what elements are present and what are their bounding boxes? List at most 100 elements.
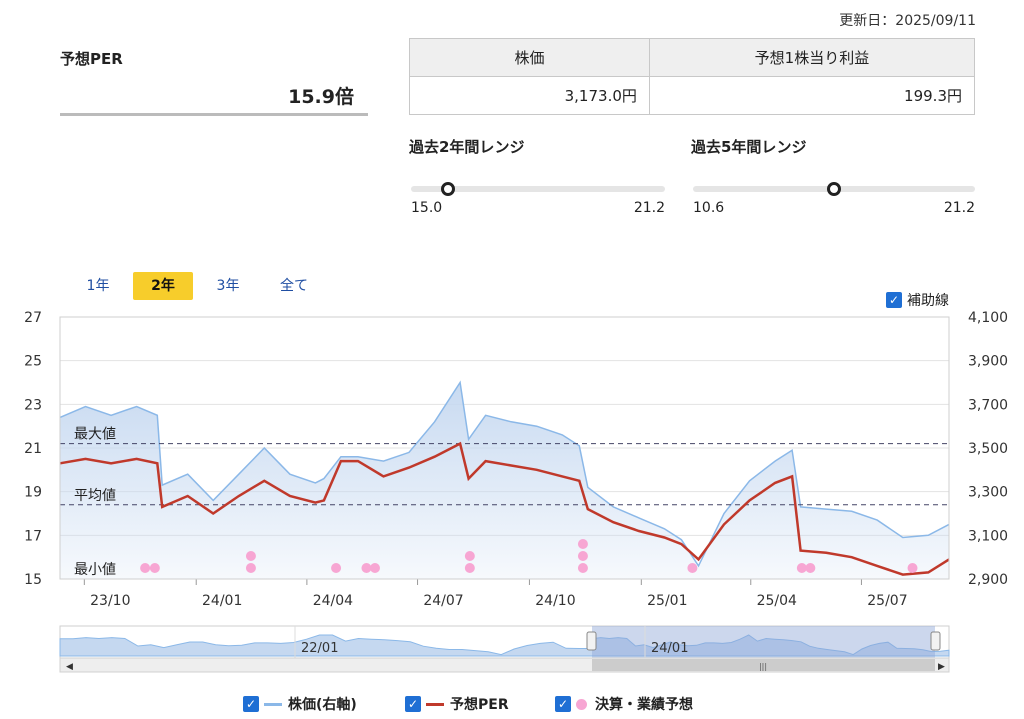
aux-line-label: 補助線 (907, 293, 949, 309)
event-marker (331, 563, 342, 573)
y-tick-right: 3,700 (968, 397, 1008, 413)
event-marker (577, 551, 588, 561)
reference-label: 平均値 (74, 488, 116, 504)
legend-per-label: 予想PER (450, 697, 509, 713)
per-chart: 27 25 23 21 19 17 15 4,100 3,900 3,700 3,500 3,300… (24, 310, 1008, 673)
event-marker (245, 563, 256, 573)
event-marker (577, 539, 588, 549)
price-line (59, 380, 950, 568)
reference-label: 最大値 (74, 427, 116, 443)
x-tick-label: 24/07 (423, 593, 463, 609)
x-tick-label: 24/01 (202, 593, 242, 609)
tab-all[interactable]: 全て (280, 278, 308, 294)
y-tick-left: 27 (24, 310, 42, 326)
legend-price-label: 株価(右軸) (288, 697, 357, 713)
price-header: 株価 (409, 38, 650, 77)
per-value: 15.9倍 (288, 86, 354, 108)
range-track (411, 186, 665, 192)
range-max: 21.2 (633, 200, 665, 216)
y-tick-right: 3,500 (968, 441, 1008, 457)
per-summary: 予想PER 15.9倍 (60, 44, 368, 116)
reference-label: 最小値 (74, 562, 116, 578)
scroll-left-icon[interactable]: ◀ (66, 662, 73, 672)
event-marker (796, 563, 807, 573)
eps-header: 予想1株当り利益 (648, 38, 976, 77)
y-tick-right: 2,900 (968, 572, 1008, 588)
x-tick-label: 25/07 (867, 593, 907, 609)
navigator-tick-label: 24/01 (651, 641, 688, 656)
checkbox-icon[interactable]: ✓ (405, 696, 421, 712)
checkbox-icon[interactable]: ✓ (555, 696, 571, 712)
range-title: 過去5年間レンジ (691, 138, 807, 156)
event-marker (464, 563, 475, 573)
legend-events[interactable]: ✓ 決算・業績予想 (555, 694, 693, 714)
price-area (60, 382, 949, 579)
x-tick-label: 25/01 (647, 593, 687, 609)
y-tick-right: 3,100 (968, 528, 1008, 544)
tab-2year[interactable]: 2年 (133, 272, 193, 300)
range-min: 15.0 (411, 200, 443, 216)
event-marker (245, 551, 256, 561)
legend-per[interactable]: ✓ 予想PER (405, 694, 509, 714)
y-tick-left: 25 (24, 354, 42, 370)
per-line (59, 441, 950, 576)
navigator-handle-left[interactable] (586, 631, 597, 651)
event-marker (361, 563, 372, 573)
legend-dot-swatch (576, 698, 587, 710)
legend-line-swatch (426, 702, 444, 706)
navigator-tick-label: 22/01 (301, 641, 338, 656)
checkbox-icon[interactable]: ✓ (886, 292, 902, 308)
update-date: 更新日：2025/09/11 (839, 13, 976, 29)
plot-frame (59, 316, 950, 580)
y-tick-right: 3,900 (968, 354, 1008, 370)
navigator-area (59, 634, 950, 657)
range-max: 21.2 (943, 200, 975, 216)
event-markers (140, 539, 918, 573)
navigator-handle-right[interactable] (930, 631, 941, 651)
per-label: 予想PER (60, 50, 123, 68)
navigator-selection[interactable] (592, 626, 935, 658)
range-knob (827, 182, 841, 196)
x-tick-label: 23/10 (90, 593, 130, 609)
legend-line-swatch (264, 702, 282, 706)
x-tick-label: 24/04 (313, 593, 353, 609)
y-tick-left: 15 (24, 572, 42, 588)
x-axis: 23/10 24/01 24/04 24/07 24/10 25/01 25/04 25/07 (83, 579, 908, 609)
y-tick-left: 21 (24, 441, 42, 457)
event-marker (369, 563, 380, 573)
range-2year: 過去2年間レンジ 15.0 21.2 (409, 136, 665, 216)
navigator[interactable]: 22/01 24/01 ◀ ▶ ||| (59, 625, 950, 673)
scrollbar-thumb[interactable] (592, 659, 935, 671)
navigator-ticks: 22/01 24/01 (294, 626, 688, 658)
price-value: 3,173.0円 (409, 76, 650, 115)
event-marker (687, 563, 698, 573)
y-tick-left: 19 (24, 485, 42, 501)
y-axis-right: 4,100 3,900 3,700 3,500 3,300 3,100 2,900 (968, 310, 1008, 588)
legend-events-label: 決算・業績予想 (595, 697, 693, 713)
tab-1year[interactable]: 1年 (86, 278, 110, 294)
event-marker (805, 563, 816, 573)
tab-3year[interactable]: 3年 (216, 278, 240, 294)
price-table: 株価 予想1株当り利益 3,173.0円 199.3円 (409, 38, 976, 115)
y-tick-right: 3,300 (968, 485, 1008, 501)
scroll-grip-icon[interactable]: ||| (759, 662, 767, 671)
x-tick-label: 25/04 (757, 593, 797, 609)
legend-price[interactable]: ✓ 株価(右軸) (243, 694, 357, 714)
scroll-right-icon[interactable]: ▶ (938, 662, 945, 672)
event-marker (149, 563, 160, 573)
range-5year: 過去5年間レンジ 10.6 21.2 (691, 136, 975, 216)
event-marker (140, 563, 151, 573)
y-tick-left: 23 (24, 397, 42, 413)
aux-line-toggle[interactable]: ✓ 補助線 (886, 290, 949, 310)
range-knob (440, 182, 455, 196)
event-marker (464, 551, 475, 561)
event-marker (907, 563, 918, 573)
y-axis-left: 27 25 23 21 19 17 15 (24, 310, 42, 588)
x-tick-label: 24/10 (535, 593, 575, 609)
event-marker (577, 563, 588, 573)
y-tick-right: 4,100 (968, 310, 1008, 326)
eps-value: 199.3円 (648, 76, 976, 115)
y-tick-left: 17 (24, 528, 42, 544)
range-title: 過去2年間レンジ (409, 138, 525, 156)
checkbox-icon[interactable]: ✓ (243, 696, 259, 712)
